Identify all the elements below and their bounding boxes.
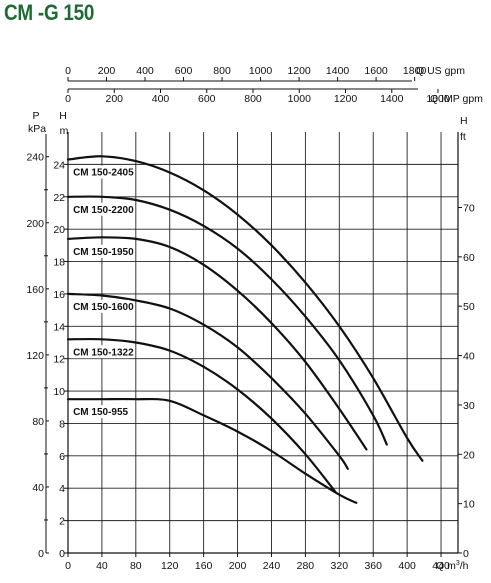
head-m-tick-label: 16 [53,289,65,301]
head-m-axis-unit: m [60,125,69,137]
head-m-axis-label: H [59,110,67,122]
flow-tick-label: 40 [96,560,108,572]
imp-gpm-tick-label: 1600 [426,93,450,105]
head-m-tick-label: 4 [59,483,65,495]
us-gpm-tick-label: 1400 [326,65,350,77]
grid [67,132,459,554]
head-m-tick-label: 22 [53,192,65,204]
imp-gpm-tick-label: 800 [244,93,262,105]
right-axis: 0 10 20 30 40 50 60 70 Hft [458,115,475,560]
us-gpm-tick-label: 400 [136,65,154,77]
us-gpm-tick-label: 600 [175,65,193,77]
imp-gpm-tick-label: 1200 [334,93,358,105]
head-ft-axis-label: H [460,115,468,127]
head-m-tick-label: 14 [53,321,65,333]
curve-label-bg [71,405,130,419]
head-m-tick-label: 20 [53,224,65,236]
flow-tick-label: 280 [297,560,315,572]
kpa-tick-label: 200 [26,218,44,230]
head-m-tick-label: 10 [53,386,65,398]
head-m-tick-label: 12 [53,354,65,366]
flow-tick-label: 240 [263,560,281,572]
kpa-axis-unit: kPa [28,123,46,135]
curve-label-bg [71,345,130,359]
curve-label-cm-150-1600: CM 150-1600 [73,302,134,313]
head-m-tick-label: 6 [59,451,65,463]
curves: CM 150-2405 CM 150-2200 CM 150-1950 CM 150-… [66,155,424,504]
head-ft-tick-label: 40 [463,351,475,363]
chart-title: CM -G 150 [4,0,95,25]
head-m-tick-label: 8 [59,418,65,430]
flow-tick-label: 0 [65,560,71,572]
flow-axis-label: Q m3/h [436,560,469,572]
us-gpm-tick-label: 1200 [287,65,311,77]
head-ft-tick-label: 20 [463,449,475,461]
kpa-axis-label: P [32,110,39,122]
kpa-tick-label: 0 [38,548,44,560]
us-gpm-tick-label: 200 [98,65,116,77]
curve-label-cm-150-955: CM 150-955 [73,407,128,418]
curve-label-bg [71,244,130,258]
us-gpm-tick-label: 800 [213,65,231,77]
head-ft-tick-label: 30 [463,400,475,412]
head-ft-tick-label: 70 [463,203,475,215]
head-m-tick-label: 0 [59,548,65,560]
head-ft-axis-unit: ft [460,131,466,143]
head-ft-tick-label: 0 [463,548,469,560]
head-m-tick-label: 18 [53,257,65,269]
imp-gpm-tick-label: 600 [198,93,216,105]
flow-tick-label: 80 [130,560,142,572]
imp-gpm-axis-label: Q IMP gpm [430,93,483,105]
curve-label-cm-150-2405: CM 150-2405 [73,168,134,179]
imp-gpm-tick-label: 400 [152,93,170,105]
us-gpm-axis-label: Q US gpm [416,65,465,77]
kpa-tick-label: 80 [32,416,44,428]
curve-cm-150-1600 [66,292,349,470]
curve-cm-150-2200 [66,195,388,446]
head-m-tick-label: 2 [59,516,65,528]
flow-tick-label: 200 [229,560,247,572]
flow-tick-label: 360 [364,560,382,572]
head-ft-tick-label: 60 [463,252,475,264]
flow-tick-label: 400 [398,560,416,572]
kpa-tick-label: 240 [26,152,44,164]
curve-label-cm-150-2200: CM 150-2200 [73,205,134,216]
imp-gpm-tick-label: 0 [65,93,71,105]
head-ft-tick-label: 10 [463,499,475,511]
us-gpm-tick-label: 1000 [249,65,273,77]
imp-gpm-tick-label: 1000 [288,93,312,105]
curve-label-cm-150-1322: CM 150-1322 [73,347,134,358]
flow-tick-label: 120 [161,560,179,572]
curve-cm-150-2405 [66,155,424,462]
imp-gpm-tick-label: 200 [105,93,123,105]
us-gpm-tick-label: 1600 [364,65,388,77]
kpa-tick-label: 120 [26,350,44,362]
left-axes: 04080120160200240PkPa0246810121416182022… [26,110,68,560]
curve-label-bg [71,299,130,313]
curve-cm-150-1322 [66,337,337,493]
imp-gpm-tick-label: 1400 [380,93,404,105]
head-m-tick-label: 24 [53,159,65,171]
head-ft-tick-label: 50 [463,301,475,313]
curve-label-bg [71,165,130,179]
curve-label-bg [71,202,130,216]
kpa-tick-label: 40 [32,482,44,494]
us-gpm-tick-label: 0 [65,65,71,77]
curve-label-cm-150-1950: CM 150-1950 [73,247,134,258]
flow-tick-label: 160 [195,560,213,572]
curve-cm-150-1950 [66,236,368,451]
flow-tick-label: 440 [432,560,450,572]
us-gpm-tick-label: 1800 [403,65,427,77]
kpa-tick-label: 160 [26,284,44,296]
flow-tick-label: 320 [331,560,349,572]
curve-cm-150-955 [66,397,358,504]
